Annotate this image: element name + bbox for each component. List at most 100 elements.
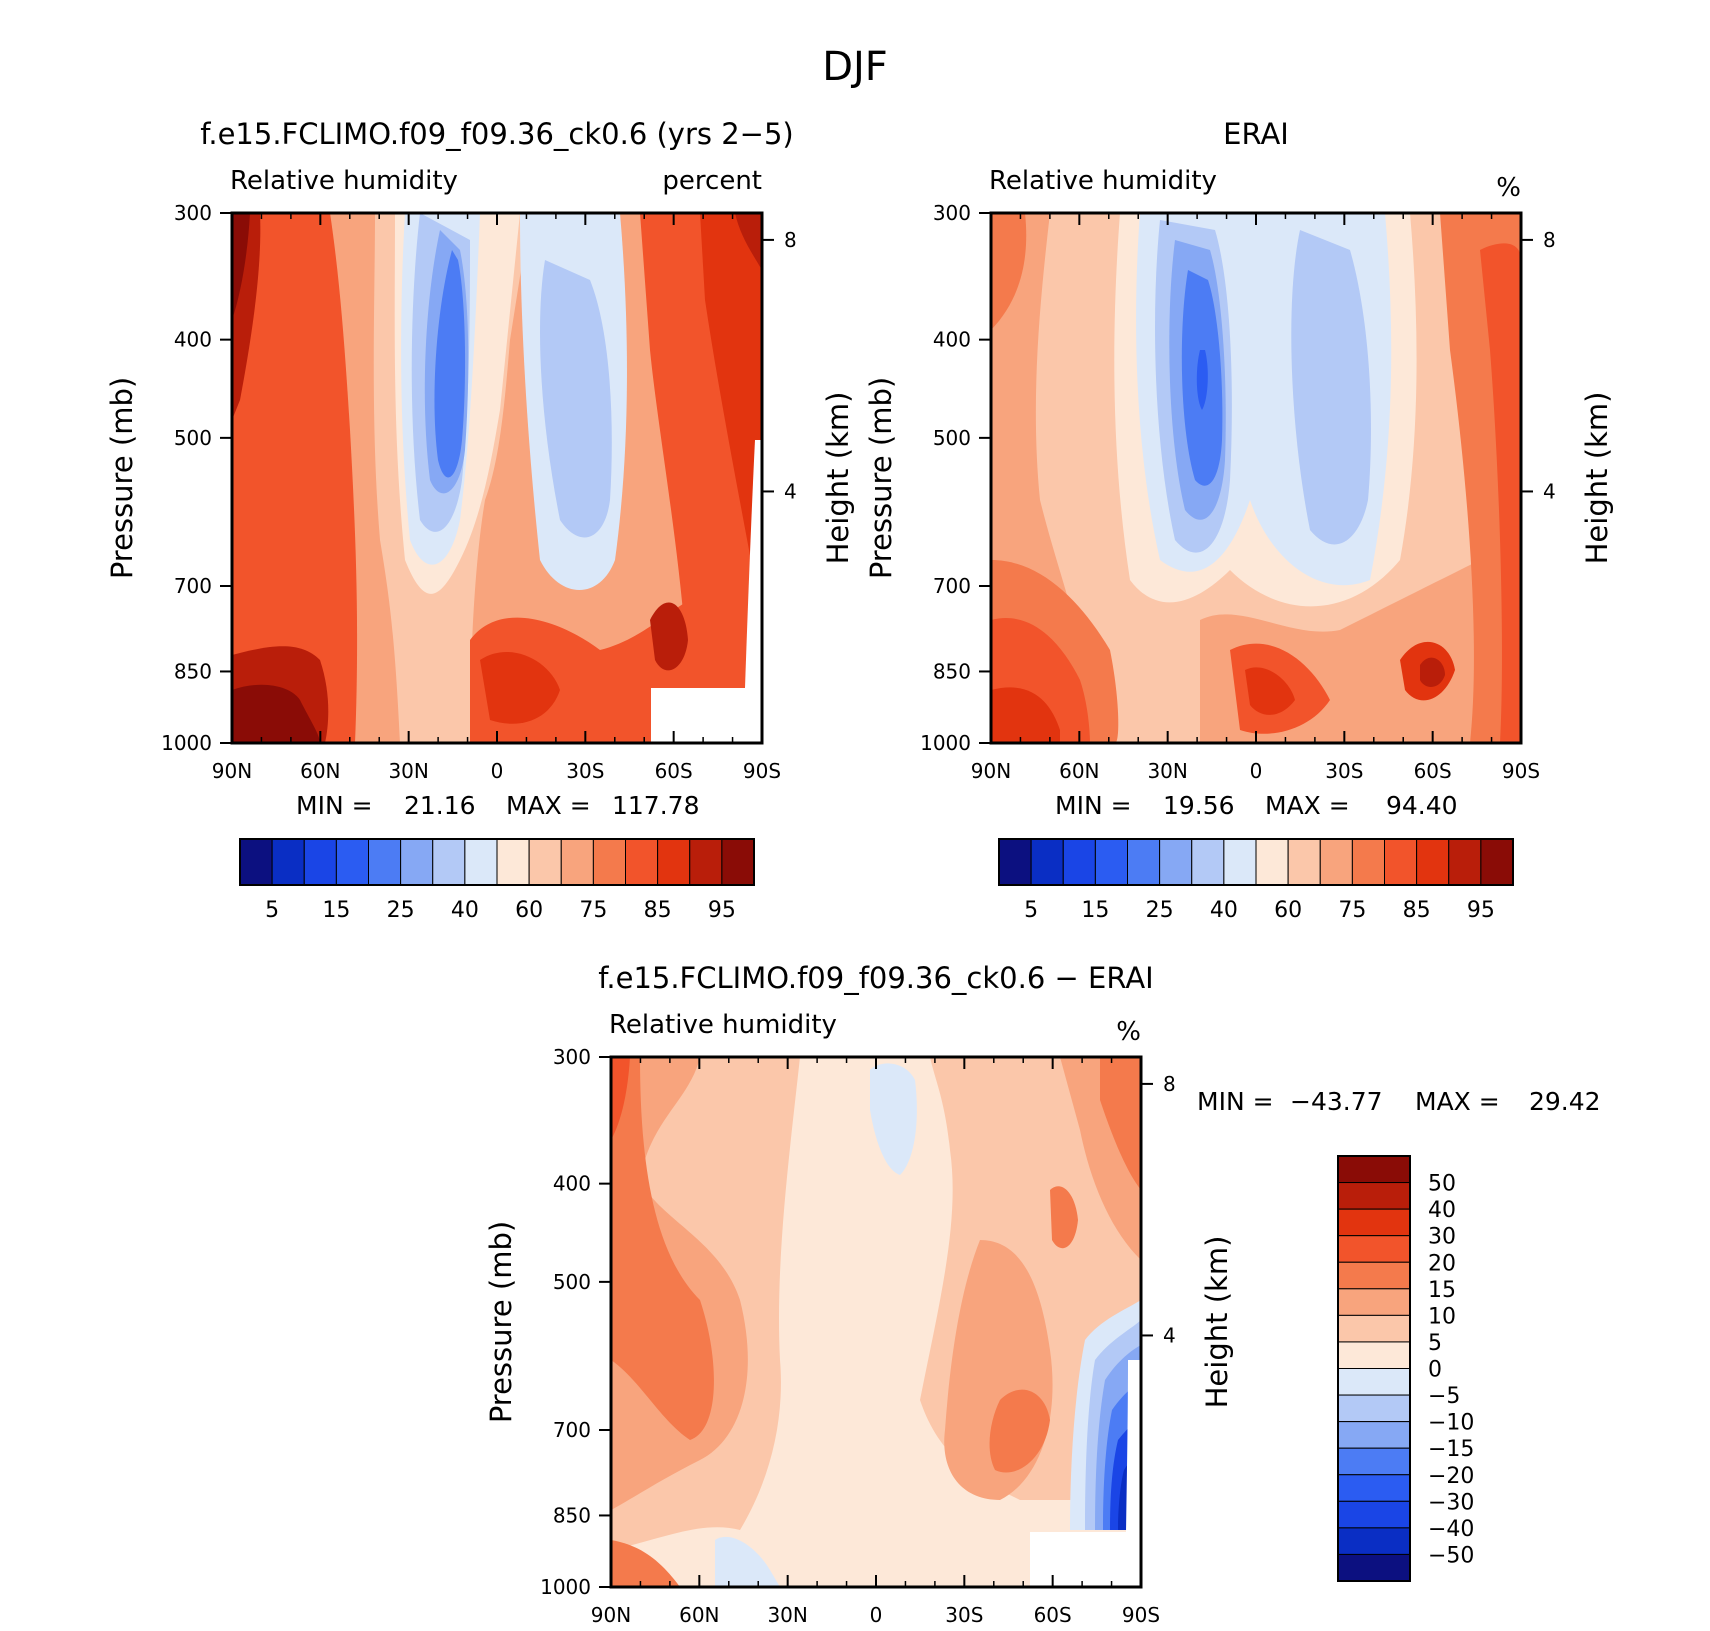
panel-model-stats: MIN = 21.16 MAX = 117.78 bbox=[296, 791, 699, 820]
model-field-contour-nh-moist bbox=[232, 213, 358, 743]
y-tick-label: 1000 bbox=[540, 1575, 591, 1599]
x-tick-label: 60N bbox=[300, 759, 340, 783]
colorbar-label: 75 bbox=[579, 898, 607, 923]
colorbar-box bbox=[1337, 1500, 1411, 1529]
colorbar-label: 50 bbox=[1428, 1172, 1456, 1197]
panel-diff-field bbox=[611, 1057, 1141, 1587]
colorbar-box bbox=[1094, 838, 1128, 886]
x-tick-label: 30N bbox=[388, 759, 428, 783]
colorbar-box bbox=[271, 838, 305, 886]
colorbar-label: 15 bbox=[322, 898, 350, 923]
panel-model-max-value: 117.78 bbox=[612, 791, 699, 820]
obs-field-contour-sh-dry-1 bbox=[1291, 230, 1371, 545]
x-tick-label: 90N bbox=[971, 759, 1011, 783]
y-tick-label: 700 bbox=[553, 1418, 591, 1442]
panel-obs-field bbox=[991, 213, 1521, 743]
panel-model-ylabel-right: Height (km) bbox=[821, 392, 855, 565]
panel-obs-max-label: MAX = bbox=[1265, 791, 1350, 820]
x-tick-label: 0 bbox=[870, 1603, 883, 1627]
colorbar-label: 5 bbox=[1024, 898, 1038, 923]
panel-diff-subtitle-left: Relative humidity bbox=[609, 1010, 837, 1040]
panel-model-title: f.e15.FCLIMO.f09_f09.36_ck0.6 (yrs 2−5) bbox=[200, 117, 793, 151]
panel-model-min-value: 21.16 bbox=[404, 791, 476, 820]
colorbar-box bbox=[1223, 838, 1257, 886]
y-tick-label: 1000 bbox=[920, 731, 971, 755]
colorbar-label: 40 bbox=[451, 898, 479, 923]
diff-field-contour-nh-surface bbox=[611, 1540, 680, 1587]
y-right-tick-label: 8 bbox=[784, 228, 797, 252]
x-tick-label: 60N bbox=[1059, 759, 1099, 783]
y-tick-label: 500 bbox=[553, 1270, 591, 1294]
colorbar-label: −50 bbox=[1428, 1543, 1474, 1568]
panel-diff-max-label: MAX = bbox=[1415, 1087, 1500, 1116]
colorbar-box bbox=[1337, 1421, 1411, 1449]
colorbar-label: 25 bbox=[387, 898, 415, 923]
panel-model-subtitle-left: Relative humidity bbox=[230, 166, 458, 196]
panel-diff-min-label: MIN = bbox=[1197, 1087, 1274, 1116]
y-tick-label: 700 bbox=[174, 574, 212, 598]
panel-diff-stats: MIN = −43.77 MAX = 29.42 bbox=[1197, 1087, 1601, 1116]
colorbar-box bbox=[1416, 838, 1450, 886]
colorbar-box bbox=[1159, 838, 1193, 886]
colorbar-label: 40 bbox=[1210, 898, 1238, 923]
x-tick-label: 0 bbox=[491, 759, 504, 783]
y-tick-label: 850 bbox=[174, 659, 212, 683]
panel-model-subtitle-right: percent bbox=[662, 166, 762, 196]
colorbar-box bbox=[1062, 838, 1096, 886]
colorbar-label: −10 bbox=[1428, 1411, 1474, 1436]
panel-obs-title: ERAI bbox=[1223, 117, 1289, 151]
panel-obs-min-label: MIN = bbox=[1055, 791, 1132, 820]
x-tick-label: 90S bbox=[743, 759, 781, 783]
colorbar-box bbox=[1384, 838, 1418, 886]
x-tick-label: 60S bbox=[1034, 1603, 1072, 1627]
y-right-tick-label: 4 bbox=[784, 479, 797, 503]
colorbar-box bbox=[368, 838, 402, 886]
y-tick-label: 300 bbox=[174, 201, 212, 225]
colorbar-box bbox=[1337, 1155, 1411, 1184]
x-tick-label: 30S bbox=[1325, 759, 1363, 783]
colorbar-label: −15 bbox=[1428, 1437, 1474, 1462]
panel-diff-min-value: −43.77 bbox=[1290, 1087, 1383, 1116]
colorbar-label: 15 bbox=[1081, 898, 1109, 923]
panel-diff-max-value: 29.42 bbox=[1529, 1087, 1601, 1116]
y-tick-label: 1000 bbox=[161, 731, 212, 755]
colorbar-label: 95 bbox=[1467, 898, 1495, 923]
colorbar-frame bbox=[998, 838, 1514, 886]
x-tick-label: 90S bbox=[1502, 759, 1540, 783]
colorbar-box bbox=[1127, 838, 1161, 886]
diff-field-missing-edge bbox=[1126, 1360, 1141, 1532]
colorbar-label: 30 bbox=[1428, 1225, 1456, 1250]
model-field-contour-sh-dry-2 bbox=[540, 260, 612, 538]
model-field-contour-sh-boundary-max bbox=[480, 651, 560, 724]
y-tick-label: 300 bbox=[553, 1045, 591, 1069]
panel-diff-axes: 90N 60N 30N 0 30S 60S 90S 300 400 500 700 850 1000 8 4 bbox=[540, 1045, 1176, 1627]
obs-field-contour-nh-dry-min bbox=[1196, 350, 1208, 410]
colorbar-label: 20 bbox=[1428, 1251, 1456, 1276]
colorbar-box bbox=[1191, 838, 1225, 886]
figure-title: DJF bbox=[822, 44, 888, 90]
colorbar-box bbox=[1337, 1261, 1411, 1290]
diff-field-contour-neg-1 bbox=[870, 1063, 917, 1175]
diff-field-contour-sh-pos-15 bbox=[989, 1389, 1050, 1473]
colorbar-label: 85 bbox=[644, 898, 672, 923]
colorbar-box bbox=[1287, 838, 1321, 886]
colorbar-box bbox=[1337, 1314, 1411, 1343]
panel-obs-colorbar: 5 15 25 40 60 75 85 95 bbox=[998, 838, 1514, 923]
model-field-contour-nh-polar-max bbox=[232, 213, 250, 320]
colorbar-label: −30 bbox=[1428, 1490, 1474, 1515]
colorbar-box bbox=[721, 838, 755, 886]
obs-field-contour-sh-polar-moist bbox=[1480, 243, 1521, 743]
colorbar-label: 25 bbox=[1146, 898, 1174, 923]
colorbar-box bbox=[496, 838, 530, 886]
colorbar-box bbox=[657, 838, 691, 886]
y-tick-label: 300 bbox=[933, 201, 971, 225]
colorbar-box bbox=[625, 838, 659, 886]
y-tick-label: 700 bbox=[933, 574, 971, 598]
panel-model-min-label: MIN = bbox=[296, 791, 373, 820]
colorbar-label: 85 bbox=[1403, 898, 1431, 923]
colorbar-box bbox=[528, 838, 562, 886]
panel-obs-subtitle-left: Relative humidity bbox=[989, 166, 1217, 196]
y-right-tick-label: 4 bbox=[1543, 479, 1556, 503]
colorbar-box bbox=[432, 838, 466, 886]
